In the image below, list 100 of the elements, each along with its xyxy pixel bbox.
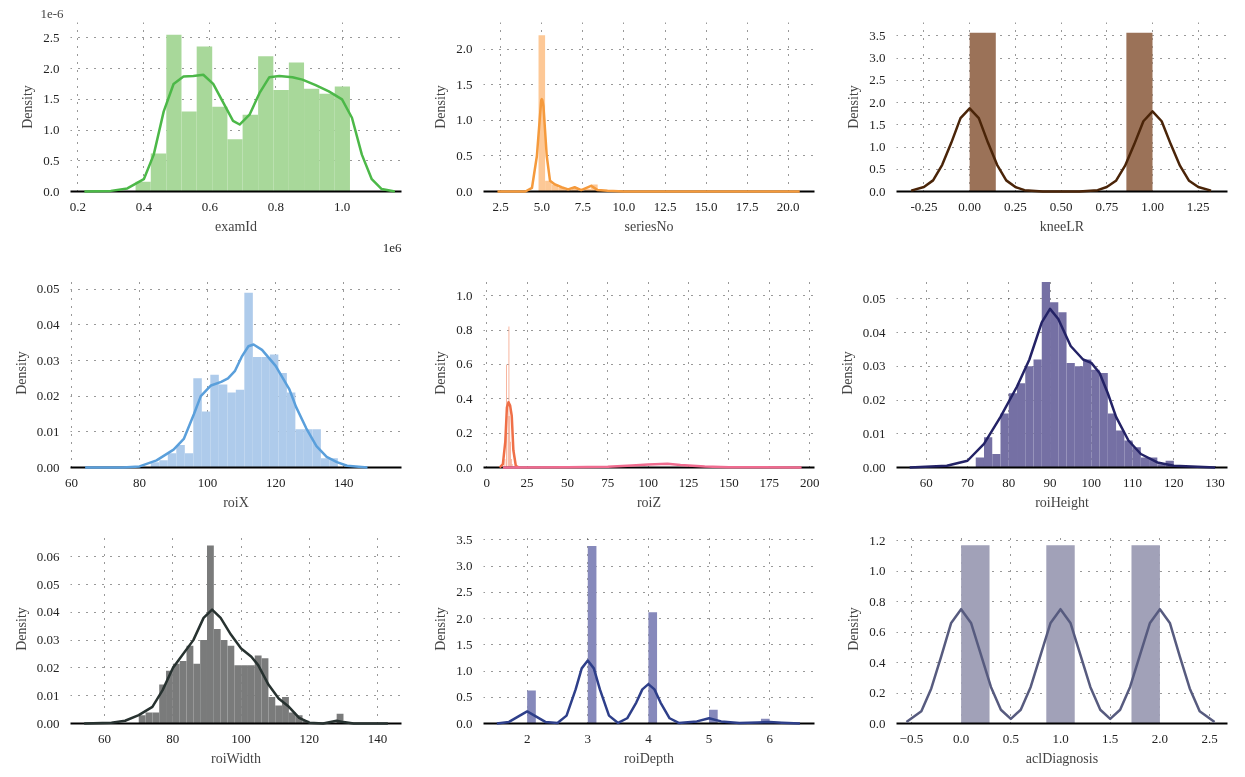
x-tick-label: 2	[523, 730, 531, 746]
y-tick-label: 0.0	[456, 715, 473, 731]
text: 1e6	[382, 239, 402, 255]
y-tick-label: 0.02	[36, 659, 60, 675]
x-tick-label: 0.75	[1095, 198, 1119, 214]
y-tick-label: 0.03	[862, 358, 886, 374]
y-tick-label: 1.0	[456, 112, 473, 128]
x-tick-label: 0.8	[267, 198, 285, 214]
x-tick-label: 100	[197, 474, 218, 490]
y-tick-label: 2.5	[43, 29, 60, 45]
y-tick-label: 0.4	[456, 390, 473, 406]
y-tick-label: 0.01	[36, 687, 60, 703]
x-tick-label: 2.5	[1201, 730, 1218, 746]
x-tick-label: 0	[483, 474, 490, 490]
x-tick-label: 80	[1002, 474, 1016, 490]
x-tick-label: 175	[759, 474, 780, 490]
y-tick-label: 0.01	[36, 423, 60, 439]
x-tick-label: 1.0	[333, 198, 351, 214]
y-tick-label: 0.05	[36, 281, 60, 297]
x-tick-label: 10.0	[612, 198, 636, 214]
x-tick-label: 130	[1205, 474, 1225, 490]
x-tick-label: 200	[799, 474, 820, 490]
x-tick-label: 0.4	[135, 198, 153, 214]
y-tick-label: 0.02	[862, 392, 886, 407]
x-axis-title: kneeLR	[1039, 218, 1085, 234]
y-tick-label: 0.6	[869, 624, 886, 640]
x-tick-label: 60	[98, 730, 112, 746]
y-tick-label: 0.03	[36, 632, 60, 648]
y-tick-label: 0.6	[456, 356, 473, 372]
x-tick-label: 100	[231, 730, 251, 746]
y-axis-title: Density	[846, 85, 862, 129]
y-tick-label: 0.0	[43, 183, 60, 199]
x-tick-label: 5.0	[533, 198, 550, 214]
y-tick-label: 3.0	[869, 50, 886, 66]
x-tick-label: 1.25	[1186, 198, 1210, 214]
y-tick-label: 0.03	[36, 352, 60, 368]
y-tick-label: 1.5	[456, 636, 473, 652]
x-tick-label: 0.50	[1049, 198, 1073, 214]
x-tick-label: 80	[133, 474, 147, 490]
x-tick-label: 6	[766, 730, 774, 746]
x-tick-label: 75	[601, 474, 615, 490]
y-axis-title: Density	[839, 351, 855, 395]
x-axis-title: roiHeight	[1035, 494, 1089, 510]
x-tick-label: 0.0	[952, 730, 970, 746]
y-axis-title: Density	[20, 85, 36, 129]
y-tick-label: 1.5	[869, 116, 886, 132]
x-tick-label: 50	[560, 474, 574, 490]
y-tick-label: 0.4	[869, 654, 886, 670]
x-tick-label: -0.25	[910, 198, 938, 214]
y-tick-label: 0.0	[456, 183, 473, 199]
x-tick-label: 0.00	[958, 198, 982, 214]
y-tick-label: 0.00	[36, 715, 60, 731]
y-tick-label: 2.0	[43, 60, 60, 76]
y-tick-label: 3.0	[456, 558, 473, 573]
y-tick-label: 0.5	[456, 148, 473, 163]
x-tick-label: 4	[645, 730, 653, 746]
y-tick-label: 1.2	[869, 532, 886, 548]
y-tick-label: 0.04	[862, 324, 886, 340]
x-tick-label: 140	[367, 730, 388, 746]
text: 1e-6	[40, 5, 65, 21]
x-axis-title: seriesNo	[624, 218, 674, 234]
y-tick-label: 0.01	[862, 425, 886, 441]
x-tick-label: 25	[520, 474, 534, 490]
y-tick-label: 1.0	[869, 563, 886, 579]
y-tick-label: 0.0	[869, 715, 886, 731]
x-axis-title: aclDiagnosis	[1025, 750, 1099, 766]
x-tick-label: 1.5	[1102, 730, 1119, 746]
x-tick-label: 3	[584, 730, 592, 746]
x-tick-label: 110	[1123, 474, 1143, 490]
x-tick-label: 17.5	[735, 198, 759, 214]
y-tick-label: 0.05	[36, 576, 60, 592]
x-tick-label: 7.5	[574, 198, 592, 214]
x-tick-label: 60	[919, 474, 933, 490]
y-tick-label: 0.5	[456, 689, 473, 705]
y-tick-label: 2.0	[869, 94, 886, 110]
x-tick-label: 20.0	[776, 198, 800, 214]
x-axis-title: roiX	[223, 494, 249, 510]
y-tick-label: 0.06	[36, 548, 60, 564]
y-axis-title: Density	[13, 607, 29, 651]
x-tick-label: 1.00	[1141, 198, 1164, 214]
y-tick-label: 2.0	[456, 41, 473, 57]
x-tick-label: 120	[265, 474, 286, 490]
x-tick-label: 90	[1043, 474, 1057, 490]
x-tick-label: 2.5	[492, 198, 509, 214]
y-tick-label: 3.5	[456, 531, 473, 547]
x-axis-title: roiWidth	[211, 750, 261, 766]
y-tick-label: 0.05	[862, 290, 886, 306]
x-axis-title: examId	[215, 218, 257, 234]
y-axis-title: Density	[433, 351, 449, 395]
x-tick-label: 0.25	[1003, 198, 1027, 214]
y-tick-label: 0.5	[43, 152, 60, 168]
y-tick-label: 1.0	[43, 122, 60, 138]
y-tick-label: 0.00	[36, 459, 60, 475]
y-axis-title: Density	[433, 85, 449, 129]
y-tick-label: 0.2	[869, 685, 886, 701]
y-tick-label: 0.5	[869, 161, 886, 177]
y-axis-title: Density	[846, 607, 862, 651]
x-tick-label: 140	[333, 474, 354, 490]
x-tick-label: 100	[1081, 474, 1102, 490]
x-tick-label: 0.5	[1002, 730, 1019, 746]
